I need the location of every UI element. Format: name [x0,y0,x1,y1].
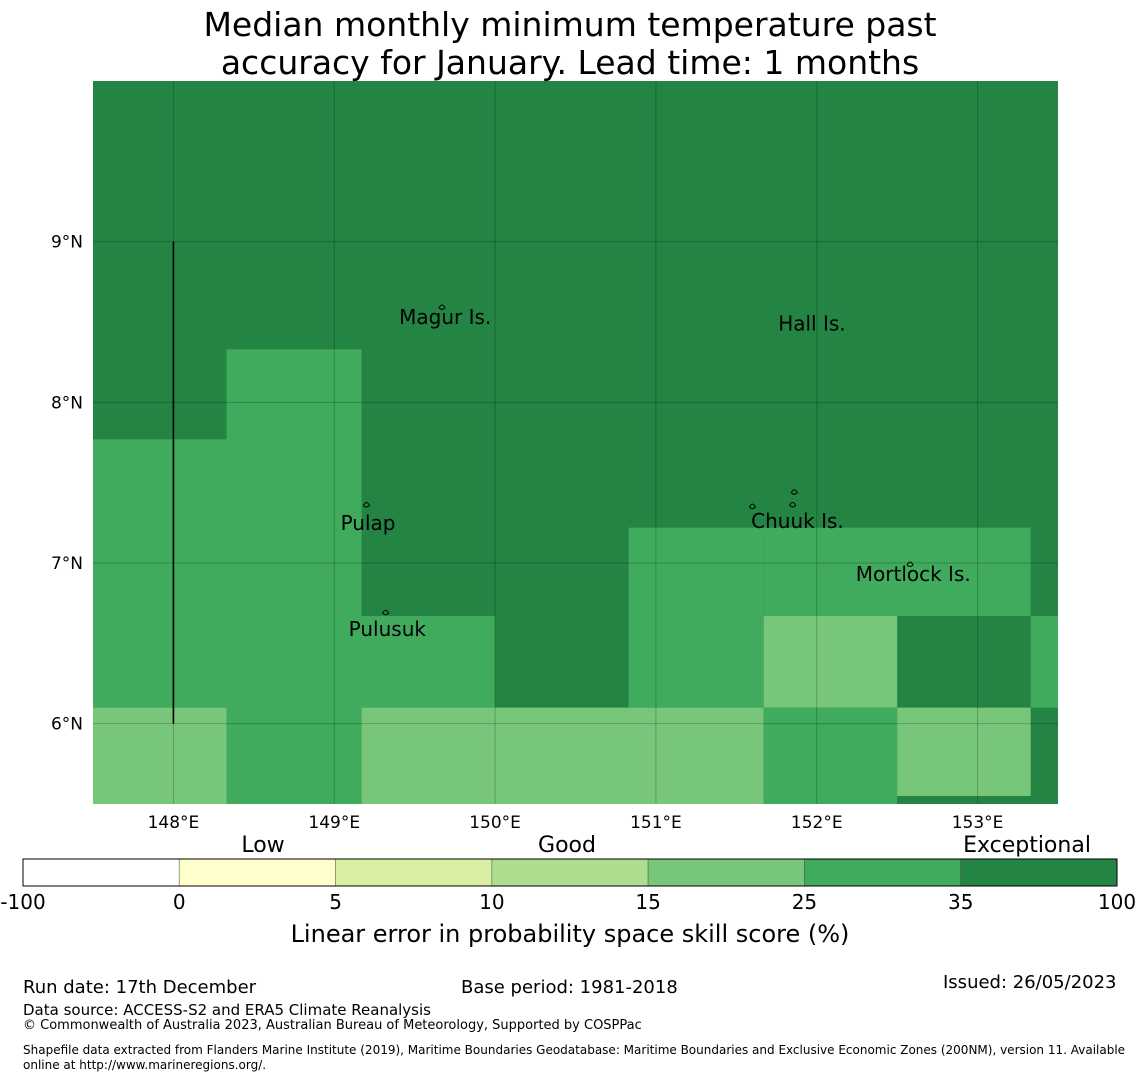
skill-region [361,707,764,804]
skill-region [763,616,898,708]
map-grid-cells [93,81,1058,804]
colorbar-tick-label: 5 [329,890,342,914]
colorbar-bin [491,858,649,887]
base-period: Base period: 1981-2018 [461,977,678,998]
skill-map: Magur Is. Hall Is. Pulap Chuuk Is. Mortlock … [0,81,1136,948]
island-outline [362,502,371,508]
colorbar-tick-label: -100 [0,890,45,914]
colorbar-tick-label: 35 [948,890,973,914]
skill-region [93,439,227,708]
copyright: © Commonwealth of Australia 2023, Austra… [23,1018,642,1033]
island-outline [789,502,797,508]
latitude-tick-label: 8°N [51,393,83,413]
place-label: Hall Is. [778,312,845,336]
skill-region [628,527,764,708]
colorbar-tick-label: 10 [479,890,504,914]
colorbar-bin [804,858,962,887]
longitude-tick-label: 152°E [791,813,843,833]
place-label: Mortlock Is. [856,562,971,586]
colorbar-frame [22,858,1118,887]
map-axes: 148°E 149°E 150°E 151°E 152°E 153°E 9°N 8°N 7°N 6… [51,233,1003,833]
island-outline [790,489,798,495]
longitude-tick-label: 148°E [148,813,200,833]
place-label: Chuuk Is. [751,509,844,533]
place-label: Pulusuk [349,617,427,641]
place-label: Pulap [341,511,396,535]
skill-region [1030,616,1058,708]
colorbar-category-label: Exceptional [963,833,1091,858]
island-outline [748,503,757,510]
longitude-tick-label: 153°E [952,813,1004,833]
longitude-tick-label: 151°E [630,813,682,833]
place-label: Magur Is. [399,305,491,329]
latitude-tick-label: 6°N [51,715,83,735]
shapefile-credit: Shapefile data extracted from Flanders M… [23,1043,1126,1072]
colorbar-bin [647,858,805,887]
colorbar-bin [960,858,1118,887]
skill-region [361,616,496,708]
skill-region [93,707,227,804]
colorbar: -100 0 5 10 15 25 35 100 Low Good Exceptional Linea… [0,833,1136,948]
island-outline [382,609,390,616]
data-source: Data source: ACCESS-S2 and ERA5 Climate … [23,1001,431,1019]
skill-region [763,707,898,804]
skill-region [897,707,1031,796]
colorbar-category-label: Good [538,833,596,858]
colorbar-bin [335,858,493,887]
longitude-tick-label: 149°E [308,813,360,833]
map-features: Magur Is. Hall Is. Pulap Chuuk Is. Mortlock … [172,241,971,724]
colorbar-tick-label: 100 [1098,890,1136,914]
colorbar-bin [178,858,336,887]
latitude-tick-label: 9°N [51,233,83,253]
colorbar-tick-label: 25 [792,890,817,914]
skill-region [763,527,1031,617]
colorbar-tick-label: 15 [635,890,660,914]
longitude-tick-label: 150°E [469,813,521,833]
skill-region [226,349,362,804]
island-outline [906,561,914,567]
latitude-tick-label: 7°N [51,554,83,574]
page-title: Median monthly minimum temperature past … [203,5,937,82]
colorbar-title: Linear error in probability space skill … [291,920,850,948]
map-gridlines [93,81,1058,804]
issued-date: Issued: 26/05/2023 [943,972,1117,993]
run-date: Run date: 17th December [23,977,257,998]
island-outline [438,304,446,310]
colorbar-category-label: Low [241,833,284,858]
colorbar-tick-label: 0 [173,890,186,914]
colorbar-bin [22,858,180,887]
